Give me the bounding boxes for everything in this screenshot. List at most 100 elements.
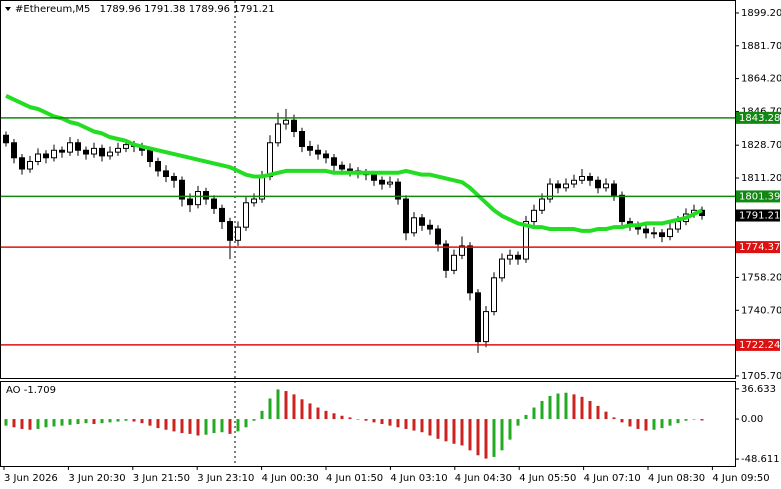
y-tick-label: 1899.20	[741, 8, 781, 19]
ao-bar	[676, 419, 680, 424]
candle-body	[667, 228, 673, 238]
ao-bar	[524, 414, 528, 420]
ao-bar	[300, 399, 304, 420]
candle-body	[587, 176, 593, 181]
level-label: 1843.28	[739, 113, 780, 124]
candle-body	[267, 142, 273, 178]
candle-body	[123, 144, 129, 149]
candle-body	[331, 157, 337, 166]
candle-body	[643, 228, 649, 234]
candle-body	[347, 168, 353, 172]
candle-body	[259, 176, 265, 200]
candle-body	[251, 198, 257, 204]
candle-body	[387, 181, 393, 185]
level-label: 1801.39	[739, 191, 780, 202]
main-panel-frame	[0, 0, 736, 379]
candle-body	[171, 176, 177, 181]
ao-bar	[92, 419, 96, 424]
candle-body	[243, 202, 249, 228]
ao-bar	[252, 419, 256, 421]
ao-bar	[444, 419, 448, 442]
x-tick-label: 4 Jun 03:10	[390, 473, 447, 484]
ao-bar	[244, 419, 248, 428]
candle-body	[323, 153, 329, 159]
candle-body	[395, 181, 401, 200]
ao-bar	[588, 400, 592, 420]
x-tick-label: 4 Jun 04:30	[455, 473, 512, 484]
candle-body	[307, 146, 313, 151]
candle-body	[11, 142, 17, 159]
ao-bar	[60, 419, 64, 426]
ao-bar	[500, 419, 504, 451]
y-tick-label: 1811.20	[741, 173, 781, 184]
ao-bar	[636, 419, 640, 429]
y-tick-label: 1864.20	[741, 74, 781, 85]
candle-body	[219, 207, 225, 223]
ao-panel-frame	[0, 381, 736, 467]
candle-body	[475, 292, 481, 343]
candle-body	[291, 119, 297, 133]
ao-bar	[484, 419, 488, 459]
x-tick-label: 4 Jun 01:50	[326, 473, 383, 484]
ao-bar	[340, 415, 344, 420]
candle-body	[531, 209, 537, 223]
ao-bar	[684, 419, 688, 421]
ao-bar	[316, 407, 320, 420]
candle-body	[443, 243, 449, 271]
ao-bar	[100, 419, 104, 424]
ao-bar	[652, 419, 656, 430]
candle-body	[59, 149, 65, 153]
ao-bar	[604, 411, 608, 420]
candle-body	[651, 232, 657, 235]
ao-bar	[348, 417, 352, 420]
candle-body	[595, 179, 601, 189]
ao-bar	[364, 419, 368, 421]
candle-body	[83, 149, 89, 155]
ao-bar	[276, 389, 280, 420]
y-tick-label: 0.00	[741, 414, 763, 425]
level-label-bg	[736, 111, 780, 124]
y-tick-label: -48.611	[741, 454, 780, 465]
x-tick-label: 3 Jun 21:50	[133, 473, 190, 484]
candle-body	[35, 153, 41, 163]
chart-header: #Ethereum,M5 1789.96 1791.38 1789.96 179…	[15, 4, 275, 15]
ao-bar	[44, 419, 48, 428]
ao-bar	[332, 413, 336, 420]
ao-bar	[188, 419, 192, 434]
ao-bar	[428, 419, 432, 436]
ao-bar	[644, 419, 648, 431]
ao-bar	[692, 419, 696, 420]
ao-bar	[612, 417, 616, 420]
level-label: 1774.37	[739, 242, 780, 253]
ao-bar	[124, 419, 128, 421]
ao-bar	[620, 419, 624, 423]
candle-body	[563, 183, 569, 189]
ao-bar	[108, 419, 112, 423]
ao-bar	[204, 419, 208, 435]
ao-bar	[116, 419, 120, 422]
candle-body	[147, 149, 153, 163]
ao-bar	[68, 419, 72, 425]
candle-body	[611, 183, 617, 196]
candle-body	[419, 217, 425, 226]
candle-body	[99, 147, 105, 157]
ao-bar	[404, 419, 408, 429]
candle-body	[411, 217, 417, 234]
ao-bar	[556, 393, 560, 420]
ao-bar	[388, 419, 392, 426]
candle-body	[203, 191, 209, 200]
candle-body	[571, 179, 577, 185]
candle-body	[547, 183, 553, 200]
ao-bar	[164, 419, 168, 430]
candle-body	[555, 183, 561, 189]
level-label-bg	[736, 338, 780, 351]
candle-body	[467, 245, 473, 294]
candle-body	[579, 176, 585, 181]
ao-bar	[580, 396, 584, 420]
candle-body	[187, 198, 193, 206]
ao-bar	[236, 419, 240, 432]
candle-body	[155, 161, 161, 172]
ao-bar	[516, 419, 520, 426]
candle-body	[379, 179, 385, 185]
ao-bar	[460, 419, 464, 446]
